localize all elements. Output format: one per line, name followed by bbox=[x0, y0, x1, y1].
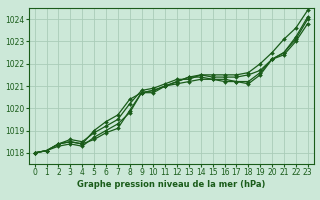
X-axis label: Graphe pression niveau de la mer (hPa): Graphe pression niveau de la mer (hPa) bbox=[77, 180, 265, 189]
